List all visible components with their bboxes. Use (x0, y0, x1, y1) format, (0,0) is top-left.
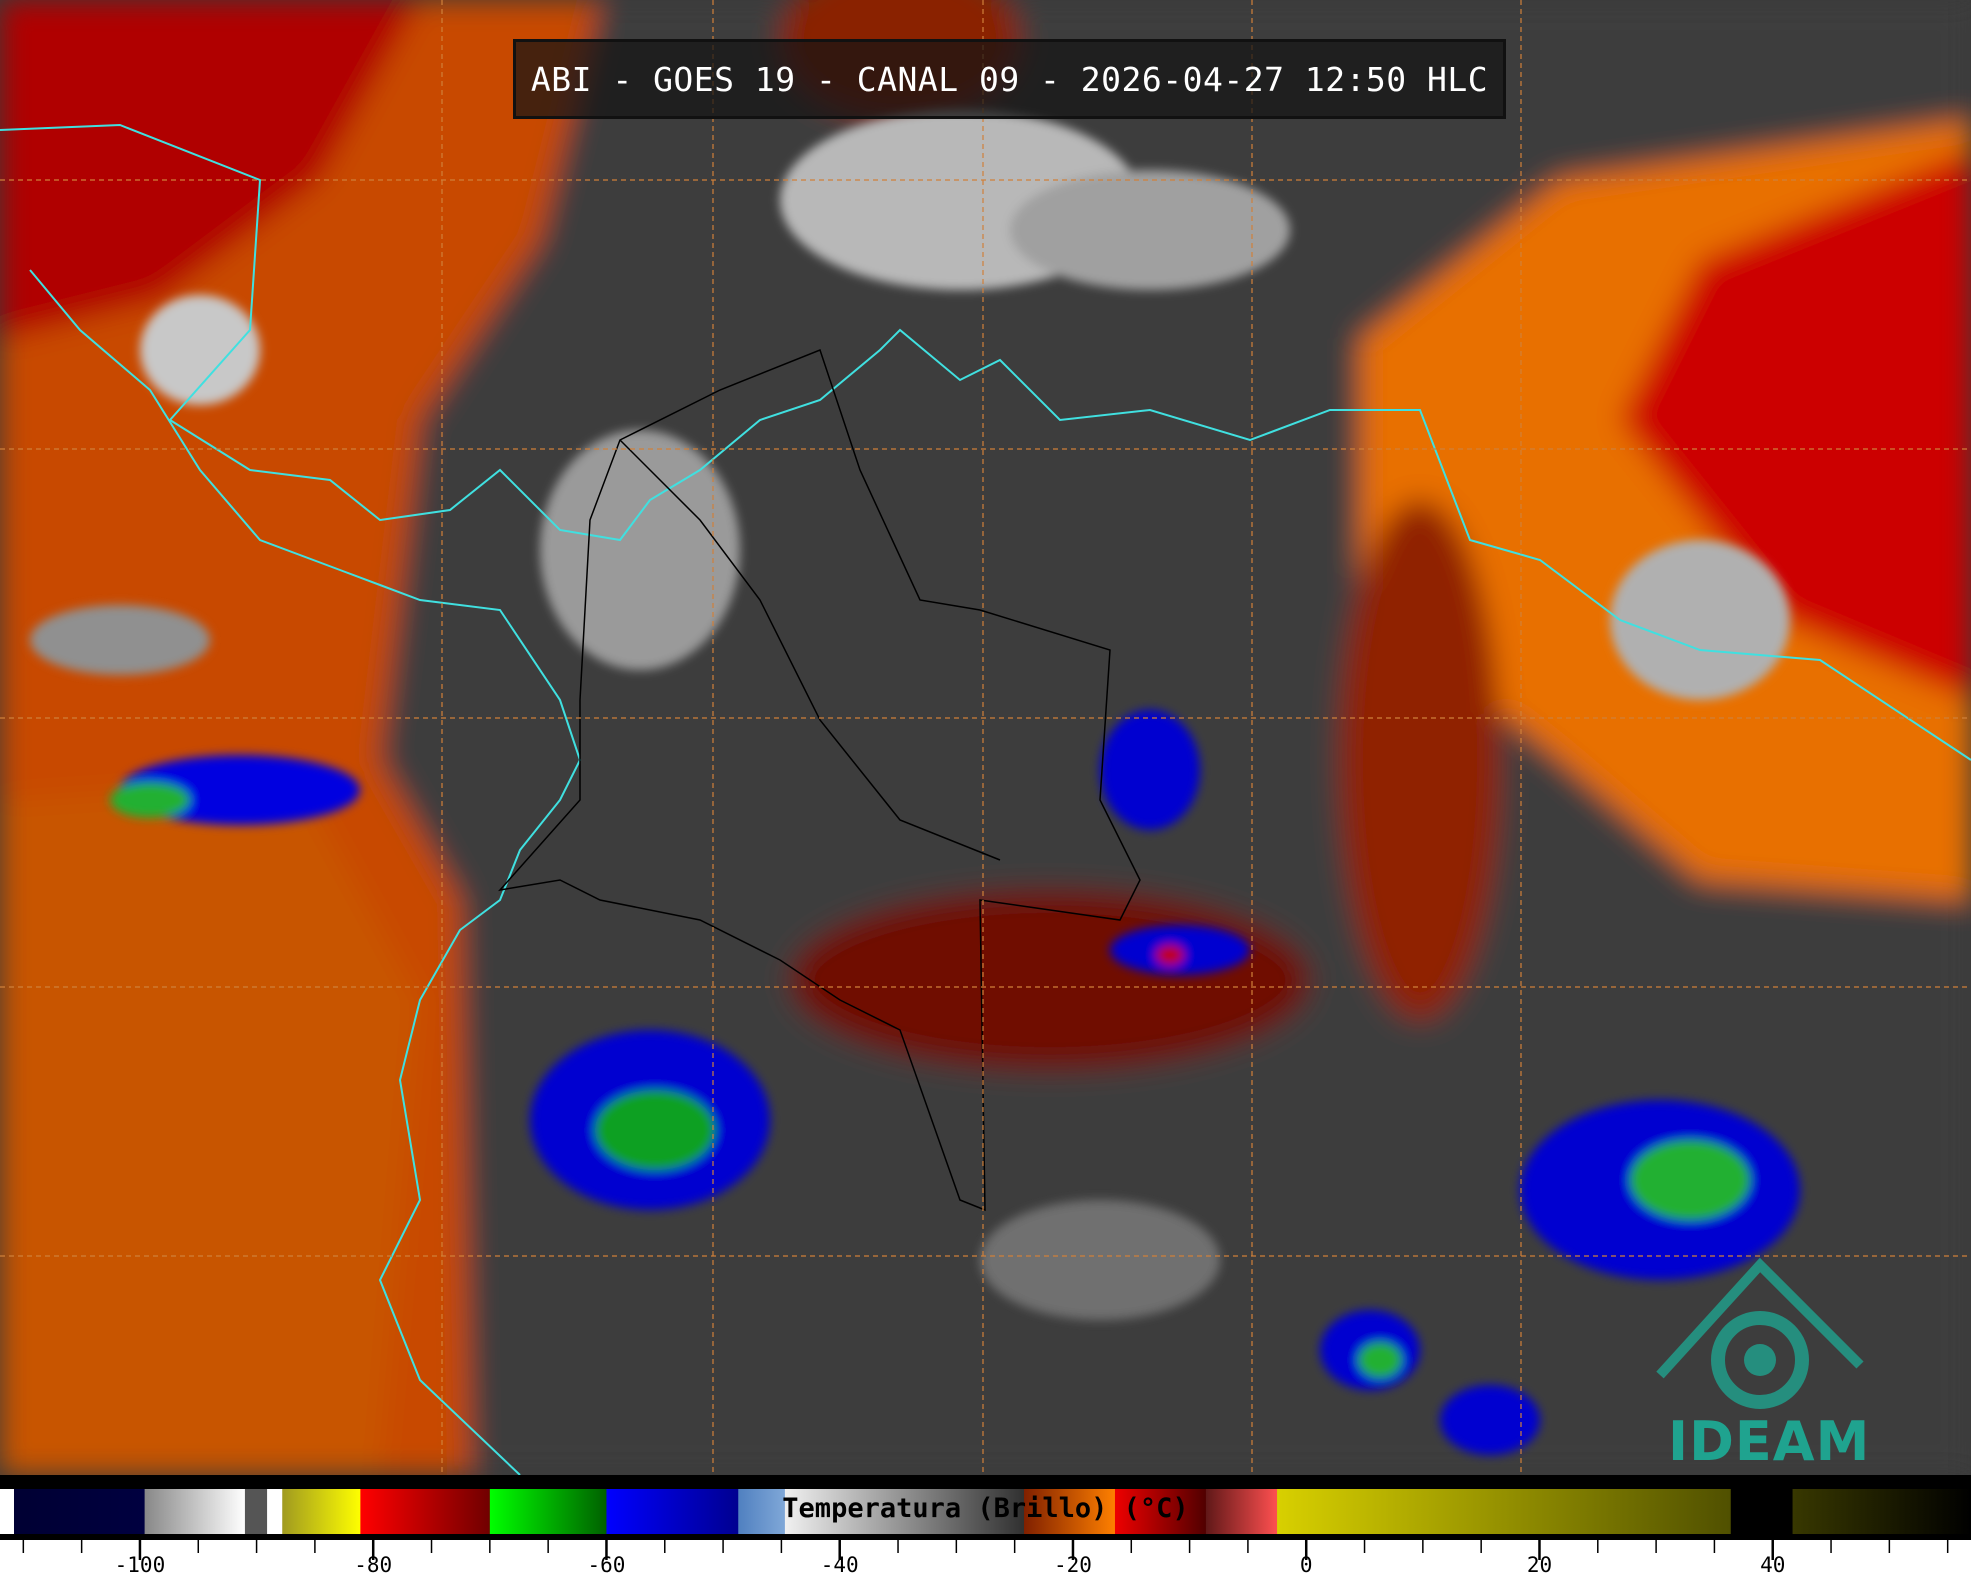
colorbar-segment (1205, 1489, 1278, 1534)
colorbar-tick-label: 0 (1299, 1553, 1313, 1577)
satellite-image (0, 0, 1971, 1475)
colorbar-segment (1277, 1489, 1732, 1534)
colorbar-segment (1114, 1489, 1207, 1534)
coastlines (0, 123, 1971, 1475)
colorbar-tick-label: -60 (587, 1553, 626, 1577)
colorbar-segment (144, 1489, 246, 1534)
colorbar-segment (360, 1489, 491, 1534)
colorbar-tick-label: -40 (820, 1553, 859, 1577)
colorbar-tick-label: 20 (1526, 1553, 1553, 1577)
ideam-logo-icon (1656, 1257, 1864, 1409)
colorbar-tick-label: 40 (1760, 1553, 1786, 1577)
colorbar-label: Temperatura (Brillo) (°C) (782, 1493, 1189, 1524)
colorbar-segment (1792, 1489, 1971, 1534)
colorbar-segment (489, 1489, 607, 1534)
colorbar-segment (784, 1489, 1025, 1534)
colorbar-segment (1023, 1489, 1116, 1534)
image-title: ABI - GOES 19 - CANAL 09 - 2026-04-27 12… (513, 39, 1506, 119)
ideam-logo-text: IDEAM (1668, 1410, 1871, 1473)
colorbar-segment (606, 1489, 739, 1534)
colorbar-segment (1730, 1489, 1794, 1534)
colorbar-scale (0, 1489, 1971, 1560)
colorbar-segment (282, 1489, 361, 1534)
colorbar-tick-label: -80 (354, 1553, 393, 1577)
colorbar-segment (0, 1489, 15, 1534)
colorbar: Temperatura (Brillo) (°C) -100 -80 -60 -40 -… (0, 1475, 1971, 1577)
colorbar-segment (267, 1489, 283, 1534)
colorbar-tick-label: -100 (114, 1553, 166, 1577)
colorbar-segment (244, 1489, 268, 1534)
colorbar-segment (13, 1489, 146, 1534)
colorbar-tick-label: -20 (1054, 1553, 1092, 1577)
lat-lon-grid (0, 0, 1971, 1475)
colorbar-segment (738, 1489, 786, 1534)
cloud-tops (30, 110, 1800, 1455)
